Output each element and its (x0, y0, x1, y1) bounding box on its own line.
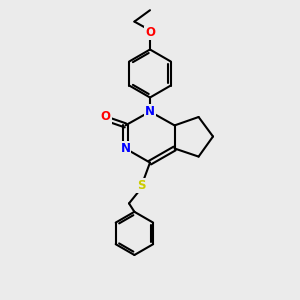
Text: N: N (145, 105, 155, 118)
Text: S: S (137, 179, 146, 192)
Text: O: O (145, 26, 155, 40)
Text: O: O (100, 110, 111, 124)
Text: N: N (120, 142, 130, 155)
